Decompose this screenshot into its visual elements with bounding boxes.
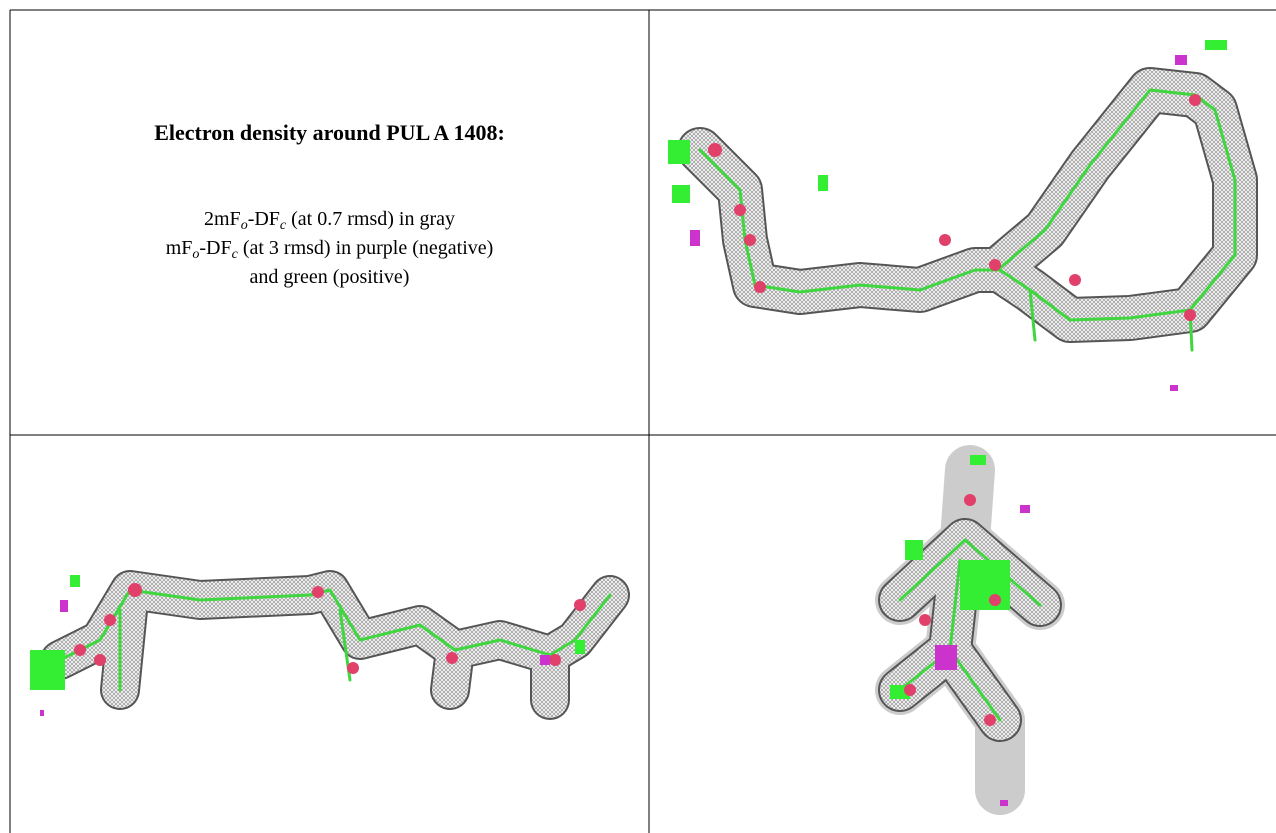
density-view-3	[875, 445, 1065, 815]
text: -DF	[199, 237, 232, 259]
density-view-2	[30, 570, 630, 720]
density-view-1	[668, 40, 1258, 391]
subscript: c	[231, 247, 238, 262]
text: (at 3 rmsd) in purple (negative)	[237, 237, 494, 259]
legend-line: and green (positive)	[10, 263, 649, 292]
table-borders	[9, 9, 1276, 833]
subscript: o	[240, 218, 248, 233]
legend-line: 2mFo-DFc (at 0.7 rmsd) in gray	[10, 205, 649, 234]
legend: 2mFo-DFc (at 0.7 rmsd) in gray mFo-DFc (…	[10, 205, 649, 292]
title: Electron density around PUL A 1408:	[154, 120, 505, 145]
text: (at 0.7 rmsd) in gray	[286, 208, 455, 230]
text: mF	[165, 237, 193, 259]
text: and green (positive)	[249, 266, 410, 288]
text: -DF	[247, 208, 280, 230]
text: 2mF	[204, 208, 241, 230]
subscript: c	[279, 218, 287, 233]
legend-line: mFo-DFc (at 3 rmsd) in purple (negative)	[10, 234, 649, 263]
subscript: o	[192, 247, 200, 262]
